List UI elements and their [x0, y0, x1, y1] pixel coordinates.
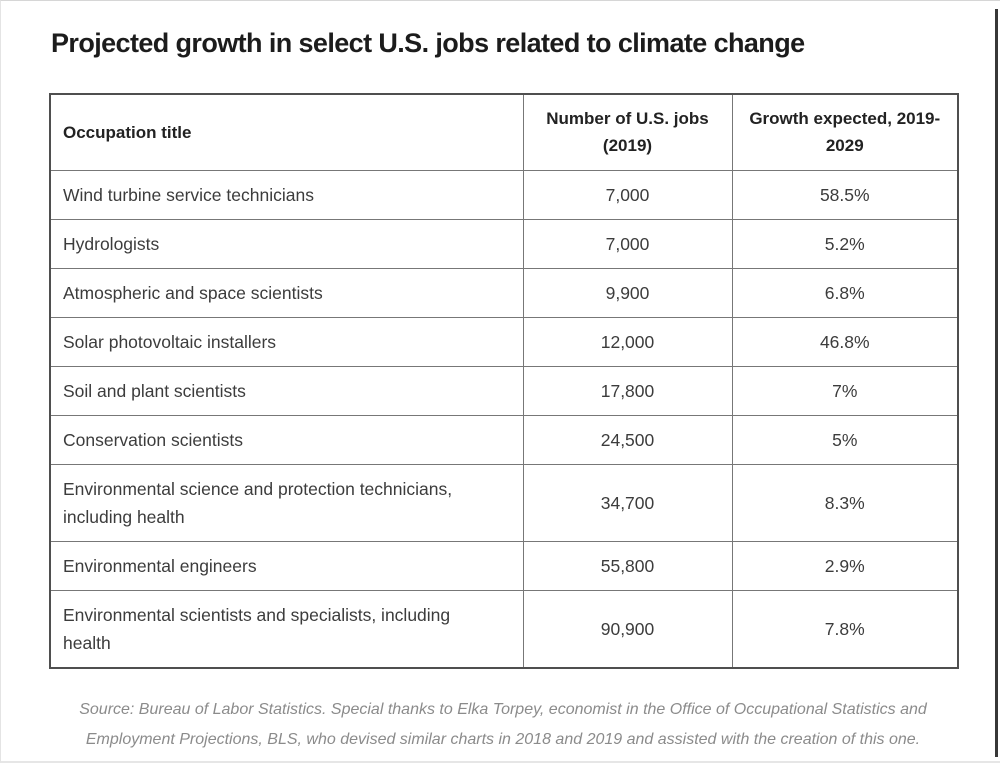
- jobs-cell: 17,800: [522, 365, 733, 416]
- table-row: Hydrologists 7,000 5.2%: [49, 218, 959, 269]
- table-row: Wind turbine service technicians 7,000 5…: [49, 169, 959, 220]
- table-header-row: Occupation title Number of U.S. jobs (20…: [49, 93, 959, 171]
- table-row: Conservation scientists 24,500 5%: [49, 414, 959, 465]
- table-row: Solar photovoltaic installers 12,000 46.…: [49, 316, 959, 367]
- table-row: Atmospheric and space scientists 9,900 6…: [49, 267, 959, 318]
- occupation-cell: Wind turbine service technicians: [49, 169, 524, 220]
- occupation-cell: Atmospheric and space scientists: [49, 267, 524, 318]
- occupation-cell: Environmental scientists and specialists…: [49, 589, 524, 668]
- jobs-cell: 12,000: [522, 316, 733, 367]
- occupation-cell: Environmental engineers: [49, 540, 524, 591]
- page-title: Projected growth in select U.S. jobs rel…: [51, 28, 805, 58]
- jobs-cell: 7,000: [522, 218, 733, 269]
- table-row: Environmental science and protection tec…: [49, 463, 959, 542]
- source-note: Source: Bureau of Labor Statistics. Spec…: [79, 700, 927, 748]
- screen-edge-stripe: [995, 9, 998, 757]
- column-header-jobs: Number of U.S. jobs (2019): [522, 93, 733, 171]
- jobs-table: Occupation title Number of U.S. jobs (20…: [49, 93, 959, 669]
- table-row: Environmental engineers 55,800 2.9%: [49, 540, 959, 591]
- jobs-cell: 90,900: [522, 589, 733, 668]
- column-header-growth: Growth expected, 2019-2029: [731, 93, 959, 171]
- growth-cell: 2.9%: [731, 540, 959, 591]
- occupation-cell: Conservation scientists: [49, 414, 524, 465]
- table-row: Environmental scientists and specialists…: [49, 589, 959, 668]
- occupation-cell: Solar photovoltaic installers: [49, 316, 524, 367]
- growth-cell: 7%: [731, 365, 959, 416]
- jobs-cell: 34,700: [522, 463, 733, 542]
- growth-cell: 5%: [731, 414, 959, 465]
- growth-cell: 58.5%: [731, 169, 959, 220]
- jobs-cell: 7,000: [522, 169, 733, 220]
- jobs-cell: 55,800: [522, 540, 733, 591]
- growth-cell: 8.3%: [731, 463, 959, 542]
- column-header-occupation: Occupation title: [49, 93, 524, 171]
- jobs-cell: 9,900: [522, 267, 733, 318]
- jobs-cell: 24,500: [522, 414, 733, 465]
- occupation-cell: Environmental science and protection tec…: [49, 463, 524, 542]
- growth-cell: 6.8%: [731, 267, 959, 318]
- table-row: Soil and plant scientists 17,800 7%: [49, 365, 959, 416]
- growth-cell: 5.2%: [731, 218, 959, 269]
- growth-cell: 46.8%: [731, 316, 959, 367]
- occupation-cell: Hydrologists: [49, 218, 524, 269]
- growth-cell: 7.8%: [731, 589, 959, 668]
- occupation-cell: Soil and plant scientists: [49, 365, 524, 416]
